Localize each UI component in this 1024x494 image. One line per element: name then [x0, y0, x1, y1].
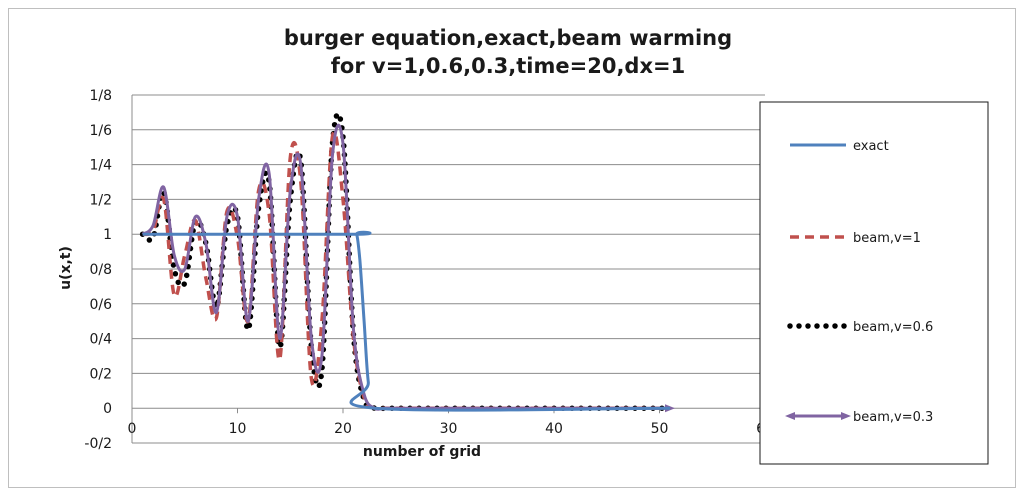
legend: exact beam,v=1 beam,v=0.6 beam,v=0.3 [759, 101, 989, 465]
chart-subtitle: for v=1,0.6,0.3,time=20,dx=1 [331, 54, 685, 78]
legend-label: beam,v=0.3 [853, 410, 933, 425]
gridlines [132, 94, 765, 444]
x-tick-label: 10 [229, 421, 247, 437]
y-tick-label: -0/2 [84, 436, 112, 452]
legend-label: beam,v=0.6 [853, 320, 933, 335]
chart-title: burger equation,exact,beam warming [284, 26, 732, 50]
y-tick-label: 1/8 [89, 88, 112, 104]
y-tick-label: 0/2 [89, 366, 112, 382]
series-line-beam-v-1 [142, 130, 670, 411]
y-axis-ticks: -0/2 0 0/2 0/4 0/6 0/8 1 1/2 1/4 1/6 1/8 [84, 88, 112, 452]
y-tick-label: 1/2 [89, 192, 112, 208]
series-line-exact [142, 230, 671, 412]
y-tick-label: 1/6 [89, 123, 112, 139]
x-tick-label: 20 [334, 421, 352, 437]
y-tick-label: 0/8 [89, 262, 112, 278]
x-tick-label: 50 [651, 421, 669, 437]
legend-box [759, 101, 989, 465]
y-tick-label: 1/4 [89, 158, 112, 174]
x-tick-label: 40 [545, 421, 563, 437]
y-tick-label: 0/6 [89, 297, 112, 313]
legend-label: beam,v=1 [853, 231, 921, 246]
y-tick-label: 0 [103, 401, 112, 417]
x-tick-label: 0 [128, 421, 137, 437]
y-tick-label: 0/4 [89, 332, 112, 348]
y-tick-label: 1 [103, 227, 112, 243]
legend-label: exact [853, 139, 889, 154]
y-axis-label: u(x,t) [58, 246, 74, 290]
series-line-beam-v-0-3 [141, 123, 675, 413]
x-tick-label: 30 [440, 421, 458, 437]
series-layer [139, 111, 675, 413]
x-axis-label: number of grid [363, 444, 481, 460]
x-axis-ticks: 0102030405060 [128, 408, 774, 437]
